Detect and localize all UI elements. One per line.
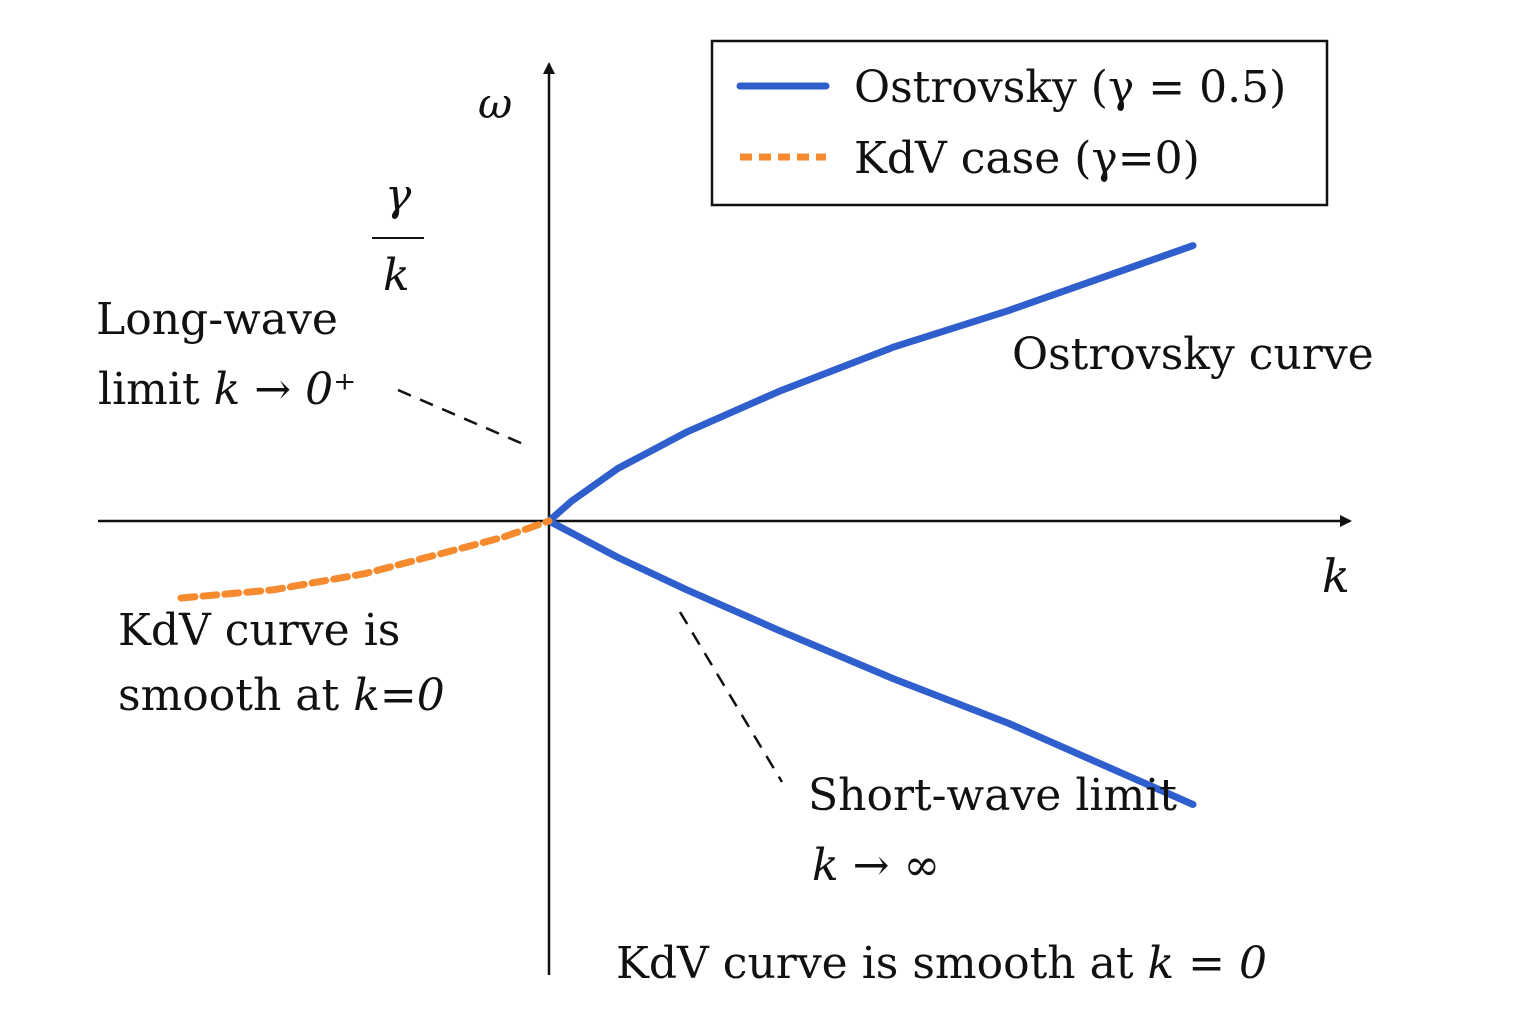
short-wave-line2: k → ∞ (812, 840, 940, 891)
kdv-curve-branch-0 (177, 517, 553, 602)
bottom-caption-prefix: KdV curve is smooth at (616, 938, 1148, 989)
gamma-over-k-annotation: γ k (372, 170, 424, 301)
legend-label-ostrovsky: Ostrovsky (γ = 0.5) (854, 62, 1286, 113)
long-wave-annotation: Long-wave limit k → 0⁺ (96, 294, 531, 449)
ostrovsky-curve-branch-1 (545, 517, 1197, 808)
kdv-smooth-line2-prefix: smooth at (118, 670, 353, 721)
legend: Ostrovsky (γ = 0.5) KdV case (γ=0) (710, 39, 1329, 207)
gamma-denominator: k (383, 250, 410, 301)
kdv-smooth-line2: smooth at k=0 (118, 670, 445, 721)
legend-box (710, 39, 1329, 207)
long-wave-line2-prefix: limit (98, 364, 214, 415)
gamma-numerator: γ (385, 170, 412, 221)
kdv-smooth-annotation: KdV curve is smooth at k=0 (118, 605, 445, 721)
short-wave-annotation: Short-wave limit k → ∞ (678, 611, 1177, 891)
bottom-caption-math: k = 0 (1148, 938, 1268, 989)
legend-label-kdv: KdV case (γ=0) (854, 133, 1200, 184)
series-layer (177, 242, 1197, 808)
kdv-smooth-line2-math: k=0 (353, 670, 445, 721)
ostrovsky-curve-branch-0 (545, 242, 1197, 525)
long-wave-line2-math: k → 0⁺ (214, 364, 357, 415)
kdv-smooth-line1: KdV curve is (118, 605, 400, 656)
short-wave-line1: Short-wave limit (808, 770, 1177, 821)
long-wave-line1: Long-wave (96, 294, 338, 345)
y-axis-label: ω (478, 79, 512, 128)
long-wave-line2: limit k → 0⁺ (98, 364, 356, 415)
short-wave-leader (678, 611, 784, 783)
bottom-caption: KdV curve is smooth at k = 0 (616, 938, 1267, 989)
x-axis-label: k (1322, 549, 1350, 603)
ostrovsky-curve-label: Ostrovsky curve (1012, 329, 1374, 380)
long-wave-leader (397, 388, 531, 449)
